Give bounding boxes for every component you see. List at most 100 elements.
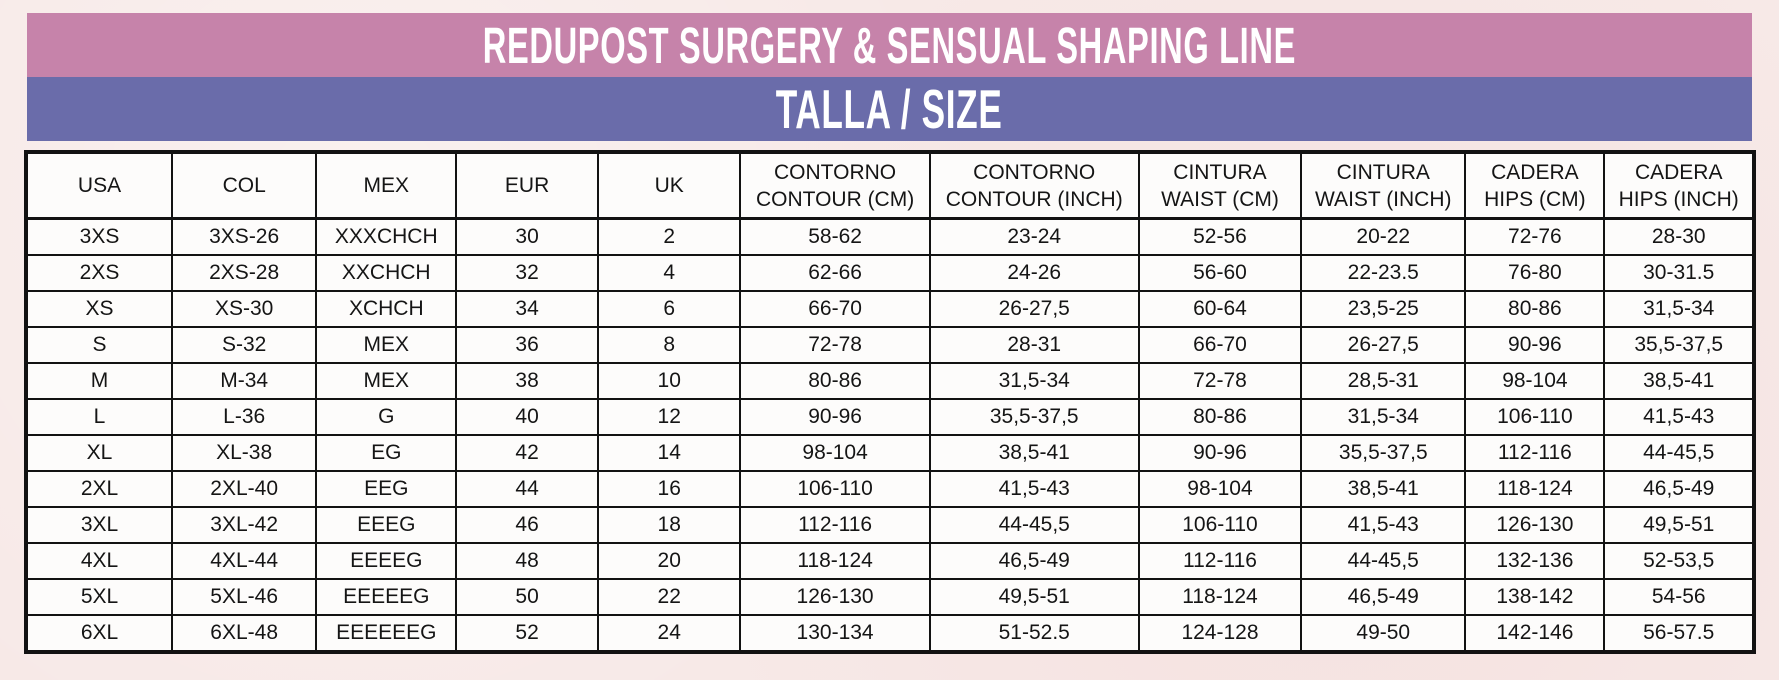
- table-cell: 132-136: [1464, 542, 1606, 580]
- table-cell: 31,5-34: [1300, 398, 1467, 436]
- table-cell: 90-96: [739, 398, 931, 436]
- table-cell: 44-45,5: [928, 506, 1140, 544]
- banner: REDUPOST SURGERY & SENSUAL SHAPING LINE …: [27, 13, 1752, 141]
- table-cell: XXCHCH: [315, 254, 458, 292]
- table-cell: 34: [455, 290, 599, 328]
- table-cell: 2XS: [24, 254, 174, 292]
- table-cell: M: [24, 362, 174, 400]
- table-cell: MEX: [315, 362, 458, 400]
- table-cell: 118-124: [739, 542, 931, 580]
- table-cell: 66-70: [1137, 326, 1303, 364]
- table-cell: 3XS: [24, 217, 174, 256]
- table-cell: 6XL-48: [171, 614, 318, 653]
- table-cell: 28-31: [928, 326, 1140, 364]
- table-cell: 20-22: [1300, 217, 1467, 256]
- table-cell: 26-27,5: [928, 290, 1140, 328]
- table-cell: 46: [455, 506, 599, 544]
- size-table-body: 3XS 3XS-26 XXXCHCH 30 2 58-62 23-24 52-56 20-22 7…: [24, 217, 1755, 653]
- table-cell: G: [315, 398, 458, 436]
- column-header: COL: [171, 151, 318, 220]
- table-cell: EEEG: [315, 506, 458, 544]
- table-cell: 98-104: [1137, 470, 1303, 508]
- table-cell: 138-142: [1464, 578, 1606, 616]
- table-cell: 112-116: [1137, 542, 1303, 580]
- table-cell: 52-56: [1137, 217, 1303, 256]
- table-cell: 49-50: [1300, 614, 1467, 653]
- table-cell: 38,5-41: [1300, 470, 1467, 508]
- table-cell: 72-76: [1464, 217, 1606, 256]
- column-header: CONTORNO CONTOUR (CM): [739, 151, 931, 220]
- table-row: 2XL 2XL-40 EEG 44 16 106-110 41,5-43 98-104 38,5…: [24, 470, 1755, 508]
- table-cell: 30: [455, 217, 599, 256]
- column-header: UK: [596, 151, 742, 220]
- table-cell: 126-130: [739, 578, 931, 616]
- table-cell: 49,5-51: [928, 578, 1140, 616]
- table-cell: 76-80: [1464, 254, 1606, 292]
- table-cell: 38: [455, 362, 599, 400]
- table-cell: 126-130: [1464, 506, 1606, 544]
- table-row: 3XL 3XL-42 EEEG 46 18 112-116 44-45,5 106-110 41…: [24, 506, 1755, 544]
- table-cell: 90-96: [1137, 434, 1303, 472]
- table-cell: 41,5-43: [1603, 398, 1755, 436]
- table-cell: EEEEEG: [315, 578, 458, 616]
- table-cell: 90-96: [1464, 326, 1606, 364]
- table-row: 2XS 2XS-28 XXCHCH 32 4 62-66 24-26 56-60 22-23.5…: [24, 254, 1755, 292]
- table-cell: 118-124: [1464, 470, 1606, 508]
- size-table: USA COL MEX EUR UK CONTORNO CONTOUR (CM) CONTOR…: [24, 150, 1756, 654]
- table-cell: XL-38: [171, 434, 318, 472]
- column-header: CINTURA WAIST (INCH): [1300, 151, 1467, 220]
- page-subtitle: TALLA / SIZE: [776, 77, 1003, 140]
- table-cell: 51-52.5: [928, 614, 1140, 653]
- table-cell: 106-110: [1137, 506, 1303, 544]
- table-cell: 62-66: [739, 254, 931, 292]
- table-cell: 60-64: [1137, 290, 1303, 328]
- table-cell: 5XL-46: [171, 578, 318, 616]
- table-cell: 18: [596, 506, 742, 544]
- table-cell: 106-110: [739, 470, 931, 508]
- table-row: M M-34 MEX 38 10 80-86 31,5-34 72-78 28,5-31 98-1…: [24, 362, 1755, 400]
- table-cell: 35,5-37,5: [1300, 434, 1467, 472]
- table-cell: 28-30: [1603, 217, 1755, 256]
- table-cell: 44-45,5: [1300, 542, 1467, 580]
- table-cell: 22: [596, 578, 742, 616]
- table-cell: 52: [455, 614, 599, 653]
- table-row: 4XL 4XL-44 EEEEG 48 20 118-124 46,5-49 112-116 4…: [24, 542, 1755, 580]
- table-cell: 38,5-41: [1603, 362, 1755, 400]
- table-cell: 2: [596, 217, 742, 256]
- table-cell: 23,5-25: [1300, 290, 1467, 328]
- table-cell: 112-116: [739, 506, 931, 544]
- table-cell: 4: [596, 254, 742, 292]
- header-row: USA COL MEX EUR UK CONTORNO CONTOUR (CM) CONTOR…: [24, 151, 1755, 220]
- table-cell: 10: [596, 362, 742, 400]
- size-table-header: USA COL MEX EUR UK CONTORNO CONTOUR (CM) CONTOR…: [24, 151, 1755, 220]
- table-cell: 80-86: [1137, 398, 1303, 436]
- table-cell: 35,5-37,5: [928, 398, 1140, 436]
- table-cell: 118-124: [1137, 578, 1303, 616]
- size-table-container: USA COL MEX EUR UK CONTORNO CONTOUR (CM) CONTOR…: [24, 150, 1756, 654]
- table-row: XL XL-38 EG 42 14 98-104 38,5-41 90-96 35,5-37,5…: [24, 434, 1755, 472]
- table-cell: 46,5-49: [1603, 470, 1755, 508]
- column-header: EUR: [455, 151, 599, 220]
- table-cell: 3XL: [24, 506, 174, 544]
- table-cell: 44-45,5: [1603, 434, 1755, 472]
- table-cell: 6XL: [24, 614, 174, 653]
- table-cell: 23-24: [928, 217, 1140, 256]
- table-cell: 130-134: [739, 614, 931, 653]
- table-cell: 4XL-44: [171, 542, 318, 580]
- table-cell: 66-70: [739, 290, 931, 328]
- table-cell: 98-104: [739, 434, 931, 472]
- table-cell: 5XL: [24, 578, 174, 616]
- title-band: REDUPOST SURGERY & SENSUAL SHAPING LINE: [27, 13, 1752, 77]
- table-cell: 41,5-43: [1300, 506, 1467, 544]
- table-cell: 8: [596, 326, 742, 364]
- table-cell: 80-86: [1464, 290, 1606, 328]
- column-header: CADERA HIPS (INCH): [1603, 151, 1755, 220]
- table-cell: XS: [24, 290, 174, 328]
- table-cell: 30-31.5: [1603, 254, 1755, 292]
- table-row: S S-32 MEX 36 8 72-78 28-31 66-70 26-27,5 90-96 35…: [24, 326, 1755, 364]
- table-cell: 31,5-34: [1603, 290, 1755, 328]
- table-cell: XS-30: [171, 290, 318, 328]
- table-cell: EEG: [315, 470, 458, 508]
- table-cell: 106-110: [1464, 398, 1606, 436]
- table-cell: 124-128: [1137, 614, 1303, 653]
